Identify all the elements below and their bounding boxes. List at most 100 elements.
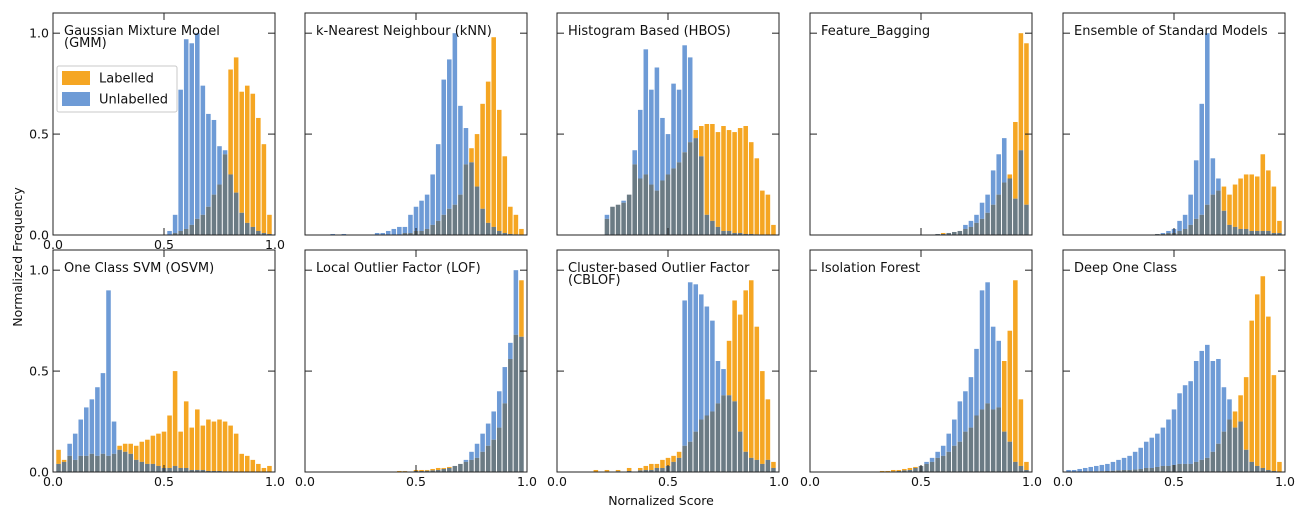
bar-overlap [610, 206, 615, 235]
bar-overlap [710, 220, 715, 235]
bar-labelled [1249, 320, 1254, 462]
bar-labelled [743, 290, 748, 452]
y-tick-label: 1.0 [29, 263, 49, 278]
bar-labelled [195, 409, 200, 470]
bar-overlap [189, 469, 195, 472]
bar-labelled [519, 280, 524, 337]
bar-unlabelled [1066, 469, 1071, 472]
bar-overlap [458, 463, 463, 472]
panel-title: Feature_Bagging [821, 24, 930, 39]
bar-overlap [1001, 431, 1007, 472]
bar-overlap [1155, 233, 1160, 235]
bar-labelled [660, 459, 665, 468]
bar-overlap [1199, 459, 1205, 472]
panel-3: Histogram Based (HBOS) [556, 12, 780, 236]
bar-overlap [1024, 204, 1029, 235]
bar-overlap [1199, 214, 1205, 235]
bar-unlabelled [985, 282, 990, 404]
legend-swatch-unlabelled [62, 92, 90, 106]
bar-unlabelled [1182, 385, 1188, 464]
bar-unlabelled [687, 57, 693, 143]
y-tick-label: 0.5 [29, 127, 49, 142]
bar-overlap [996, 407, 1001, 472]
bar-overlap [748, 457, 754, 472]
bar-labelled [261, 467, 267, 472]
bar-overlap [502, 403, 508, 472]
bar-overlap [1243, 449, 1249, 472]
bar-labelled [593, 469, 599, 472]
bar-labelled [513, 214, 519, 235]
bar-unlabelled [496, 391, 502, 428]
bar-labelled [913, 466, 918, 468]
bar-overlap [206, 206, 211, 235]
bar-overlap [1249, 461, 1254, 472]
bar-overlap [907, 469, 913, 472]
bar-overlap [1193, 461, 1199, 472]
bar-unlabelled [391, 228, 397, 235]
bar-overlap [1018, 465, 1024, 472]
bar-labelled [765, 194, 771, 235]
bar-overlap [643, 174, 649, 235]
bar-unlabelled [940, 445, 946, 456]
bar-overlap [474, 186, 480, 235]
bar-unlabelled [676, 89, 682, 163]
bar-overlap [979, 409, 985, 472]
bar-unlabelled [1216, 358, 1221, 444]
bar-unlabelled [957, 401, 963, 442]
bar-labelled [491, 37, 496, 227]
bar-unlabelled [463, 128, 469, 165]
panel-title: Ensemble of Standard Models [1074, 24, 1268, 39]
x-tick-label: 0.5 [154, 474, 174, 489]
bar-overlap [671, 168, 676, 235]
bar-overlap [1155, 466, 1160, 472]
bar-unlabelled [643, 49, 649, 175]
x-tick-label: 1.0 [265, 237, 285, 252]
bar-labelled [902, 468, 907, 471]
x-tick-label: 1.0 [1275, 474, 1295, 489]
bar-unlabelled [1227, 399, 1232, 420]
bar-unlabelled [963, 224, 968, 229]
bar-overlap [1216, 190, 1221, 235]
bar-unlabelled [604, 214, 610, 219]
bar-labelled [615, 469, 621, 472]
bar-overlap [435, 469, 441, 472]
bar-overlap [996, 194, 1001, 235]
bar-overlap [1221, 210, 1227, 235]
bar-unlabelled [480, 433, 485, 452]
bar-overlap [1166, 465, 1171, 472]
bar-overlap [990, 409, 996, 472]
panel-title: One Class SVM (OSVM) [64, 261, 214, 276]
bar-overlap [902, 470, 907, 472]
bar-unlabelled [715, 361, 721, 404]
bar-unlabelled [660, 117, 665, 181]
bar-overlap [946, 232, 952, 235]
bar-unlabelled [1210, 361, 1216, 452]
bar-unlabelled [402, 226, 408, 233]
bar-overlap [957, 441, 963, 472]
bar-labelled [206, 419, 211, 471]
bar-overlap [430, 470, 435, 472]
bar-overlap [441, 214, 447, 235]
bar-overlap [1018, 150, 1024, 235]
bar-overlap [1271, 470, 1277, 472]
bar-unlabelled [1094, 465, 1099, 472]
bar-overlap [206, 470, 211, 472]
bar-overlap [139, 461, 145, 472]
bar-overlap [649, 184, 654, 235]
bar-unlabelled [508, 342, 513, 359]
bar-overlap [1210, 194, 1216, 235]
bar-unlabelled [513, 270, 519, 335]
legend: Labelled Unlabelled [56, 65, 178, 113]
x-tick-label: 0.5 [1164, 474, 1184, 489]
bar-labelled [117, 445, 122, 450]
bar-overlap [474, 457, 480, 472]
bar-labelled [771, 224, 776, 235]
bar-overlap [458, 194, 463, 235]
bar-labelled [1018, 33, 1024, 151]
bar-overlap [1227, 224, 1232, 235]
y-tick-label: 0.0 [29, 228, 49, 243]
bar-labelled [1254, 294, 1260, 466]
bar-unlabelled [424, 194, 430, 229]
bar-overlap [200, 214, 206, 235]
panel-9: 0.0 0.5 1.0 Isolation Forest [800, 249, 1042, 489]
